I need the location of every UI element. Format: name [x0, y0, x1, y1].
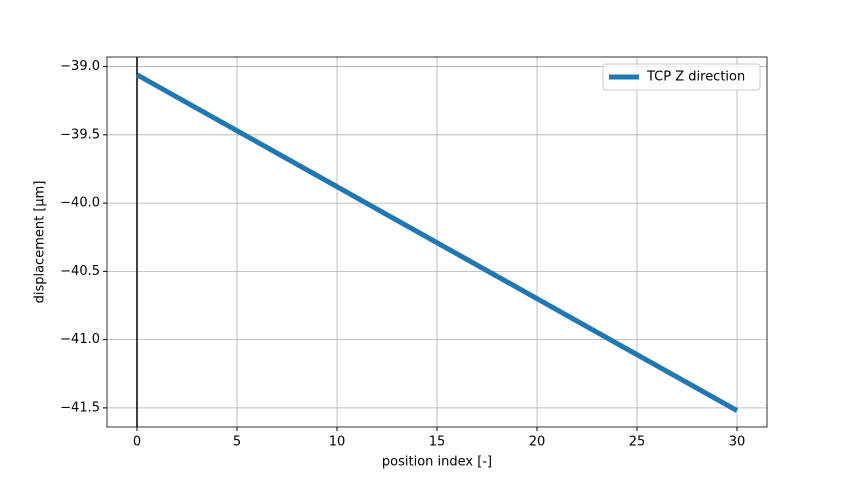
x-axis-label: position index [-] — [382, 455, 492, 470]
y-tick-label: −41.5 — [60, 400, 100, 415]
legend-box — [602, 63, 761, 91]
x-tick-label: 0 — [133, 435, 141, 450]
x-tick-label: 15 — [429, 435, 446, 450]
x-tick-label: 20 — [529, 435, 546, 450]
data-line — [135, 72, 739, 413]
legend-label: TCP Z direction — [646, 70, 745, 85]
y-tick-label: −39.0 — [60, 59, 100, 74]
x-tick-label: 5 — [233, 435, 241, 450]
y-axis-label: displacement [μm] — [33, 181, 48, 304]
y-tick-label: −40.0 — [60, 196, 100, 211]
axes-frame — [106, 56, 768, 428]
y-tick-label: −40.5 — [60, 264, 100, 279]
x-tick-label: 10 — [329, 435, 346, 450]
x-tick-label: 30 — [729, 435, 746, 450]
y-tick-label: −39.5 — [60, 127, 100, 142]
x-tick-label: 25 — [629, 435, 646, 450]
y-tick-label: −41.0 — [60, 332, 100, 347]
